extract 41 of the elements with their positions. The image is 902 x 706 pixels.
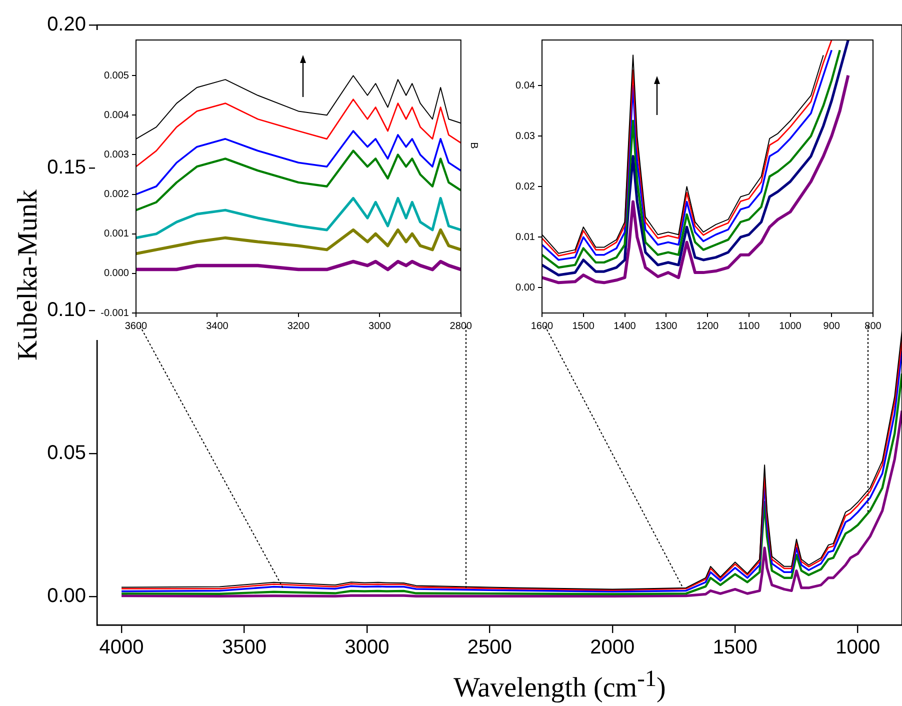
x-tick-label: 1000 bbox=[836, 636, 880, 659]
y-tick-label: 0.002 bbox=[104, 189, 130, 200]
x-tick-label: 1500 bbox=[712, 636, 758, 659]
x-tick-label: 1200 bbox=[696, 320, 720, 332]
y-tick-label: 0.01 bbox=[516, 232, 536, 243]
annotation: B bbox=[468, 142, 479, 148]
y-tick-label: 0.001 bbox=[104, 228, 130, 240]
x-tick-label: 3500 bbox=[222, 636, 267, 659]
x-tick-label: 2800 bbox=[450, 320, 472, 332]
x-tick-label: 3200 bbox=[287, 320, 310, 332]
y-tick-label: 0.02 bbox=[516, 181, 536, 192]
x-tick-label: 1600 bbox=[530, 320, 554, 332]
x-tick-label: 800 bbox=[864, 320, 882, 332]
y-tick-label: 0.04 bbox=[516, 80, 536, 92]
x-axis-title: Wavelength (cm$^{-1}$) bbox=[454, 666, 666, 704]
y-tick-label: 0.10 bbox=[47, 299, 86, 322]
y-tick-label: 0.05 bbox=[47, 442, 86, 464]
y-tick-label: 0.000 bbox=[104, 268, 130, 280]
x-tick-label: 3400 bbox=[206, 320, 229, 332]
y-tick-label: 0.15 bbox=[47, 156, 86, 178]
x-tick-label: 3000 bbox=[344, 636, 390, 659]
y-axis-title: Kubelka-Munk bbox=[12, 189, 44, 361]
x-tick-label: 2000 bbox=[590, 636, 635, 659]
y-tick-label: -0.001 bbox=[100, 308, 130, 319]
y-tick-label: 0.004 bbox=[104, 110, 130, 121]
x-tick-label: 1300 bbox=[655, 320, 678, 332]
y-tick-label: 0.00 bbox=[47, 584, 86, 607]
x-tick-label: 3600 bbox=[124, 320, 148, 332]
x-tick-label: 1400 bbox=[614, 320, 636, 332]
x-tick-label: 2500 bbox=[467, 636, 512, 659]
x-tick-label: 1100 bbox=[738, 320, 760, 332]
x-tick-label: 900 bbox=[823, 320, 840, 332]
y-tick-label: 0.00 bbox=[516, 282, 536, 294]
y-tick-label: 0.20 bbox=[47, 14, 86, 36]
x-tick-label: 1000 bbox=[779, 320, 802, 332]
y-tick-label: 0.03 bbox=[516, 130, 536, 142]
x-tick-label: 4000 bbox=[99, 636, 144, 659]
x-tick-label: 3000 bbox=[368, 320, 392, 332]
y-tick-label: 0.003 bbox=[104, 149, 130, 160]
y-tick-label: 0.005 bbox=[104, 70, 130, 82]
x-tick-label: 1500 bbox=[572, 320, 595, 332]
